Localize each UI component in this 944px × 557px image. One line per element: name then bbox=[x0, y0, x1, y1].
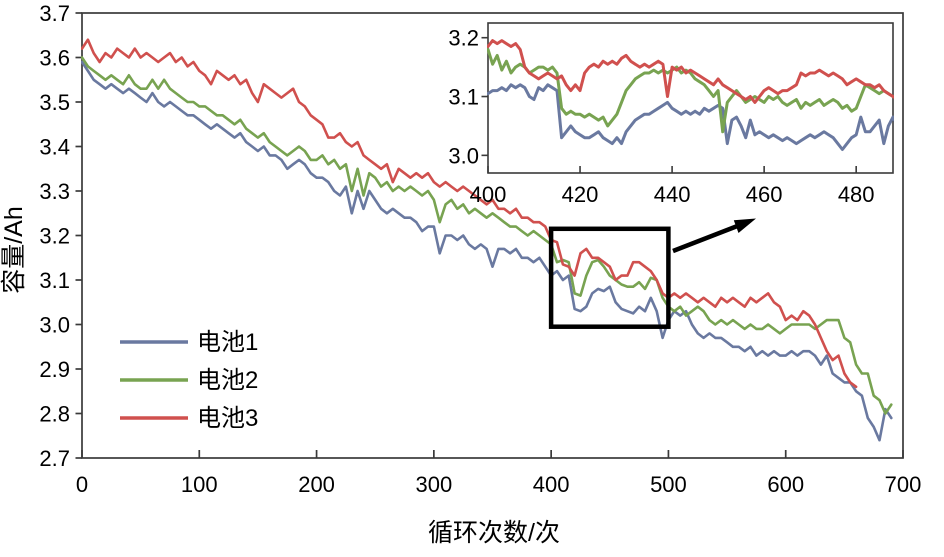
main-series-2 bbox=[81, 56, 893, 415]
inset-x-tick-label: 480 bbox=[838, 182, 875, 207]
zoom-region-box bbox=[548, 226, 671, 329]
inset-y-tick-label: 3.0 bbox=[448, 143, 479, 168]
x-axis-title: 循环次数/次 bbox=[428, 519, 560, 547]
zoom-annotation bbox=[548, 218, 756, 329]
legend: 电池1 电池2 电池3 bbox=[120, 329, 258, 432]
main-x-tick-label: 400 bbox=[533, 472, 570, 497]
inset-series-1 bbox=[487, 83, 894, 151]
inset-x-tick-label: 460 bbox=[746, 182, 783, 207]
y-axis-title: 容量/Ah bbox=[0, 206, 28, 294]
main-series-1 bbox=[81, 60, 893, 442]
inset-x-tick-label: 440 bbox=[654, 182, 691, 207]
main-x-tick-label: 300 bbox=[415, 472, 452, 497]
legend-label-battery1: 电池1 bbox=[197, 329, 258, 356]
inset-y-tick-label: 3.1 bbox=[448, 85, 479, 110]
arrow-head-icon bbox=[733, 218, 756, 233]
main-y-tick-label: 3.5 bbox=[39, 90, 70, 115]
inset-x-tick-label: 420 bbox=[562, 182, 599, 207]
main-x-tick-label: 100 bbox=[181, 472, 218, 497]
main-y-tick-label: 3.0 bbox=[39, 313, 70, 338]
legend-label-battery2: 电池2 bbox=[197, 367, 258, 394]
inset-series-2 bbox=[487, 48, 894, 134]
main-y-tick-label: 3.1 bbox=[39, 268, 70, 293]
inset-frame bbox=[487, 22, 894, 174]
main-series-3 bbox=[81, 38, 858, 389]
legend-label-battery3: 电池3 bbox=[197, 405, 258, 432]
main-y-tick-label: 2.8 bbox=[39, 402, 70, 427]
main-y-tick-label: 3.7 bbox=[39, 1, 70, 26]
main-y-tick-label: 3.6 bbox=[39, 46, 70, 71]
inset-y-tick-label: 3.2 bbox=[448, 26, 479, 51]
inset-series-3 bbox=[487, 39, 894, 104]
main-x-tick-label: 200 bbox=[298, 472, 335, 497]
main-x-tick-label: 500 bbox=[650, 472, 687, 497]
arrow-right-up-icon bbox=[672, 222, 741, 254]
main-y-tick-label: 3.4 bbox=[39, 135, 70, 160]
inset-plot: 400 420 440 460 480 3.0 3.1 3.2 bbox=[448, 22, 894, 207]
main-x-tick-label: 700 bbox=[885, 472, 922, 497]
main-x-tick-label: 600 bbox=[767, 472, 804, 497]
inset-x-tick-label: 400 bbox=[470, 182, 507, 207]
main-y-tick-label: 3.2 bbox=[39, 224, 70, 249]
main-y-tick-label: 3.3 bbox=[39, 179, 70, 204]
main-y-tick-label: 2.9 bbox=[39, 357, 70, 382]
main-y-tick-label: 2.7 bbox=[39, 446, 70, 471]
main-x-tick-label: 0 bbox=[76, 472, 88, 497]
